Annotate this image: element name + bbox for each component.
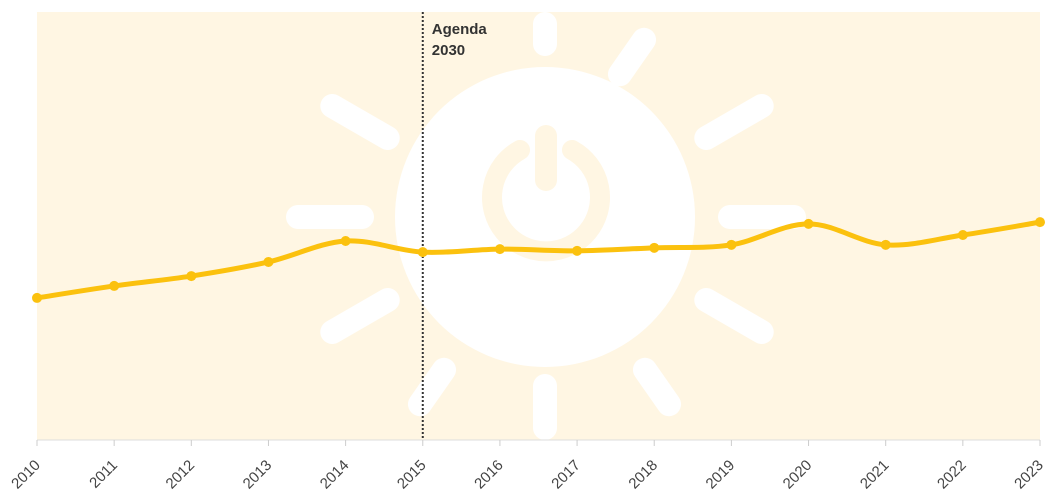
point — [649, 242, 660, 253]
point — [340, 235, 351, 246]
x-tick-label: 2021 — [857, 457, 893, 493]
line — [36, 219, 1041, 301]
point — [803, 218, 814, 229]
annotation-text: 2030 — [432, 42, 465, 59]
point — [957, 229, 968, 240]
point — [880, 239, 891, 250]
x-tick-label: 2019 — [703, 457, 739, 493]
x-tick-label: 2023 — [1011, 457, 1047, 493]
point — [494, 244, 505, 255]
x-tick-label: 2015 — [394, 457, 430, 493]
point — [417, 247, 428, 258]
point — [1035, 217, 1045, 228]
x-tick-label: 2016 — [471, 457, 507, 493]
point — [32, 292, 42, 303]
sun-icon — [286, 12, 806, 440]
x-tick-label: 2022 — [934, 457, 970, 493]
point — [186, 271, 197, 282]
point — [726, 239, 737, 250]
point — [572, 245, 583, 256]
annotation-text: Agenda — [432, 21, 488, 38]
point — [109, 280, 120, 291]
x-tick-label: 2018 — [625, 457, 661, 493]
x-tick-label: 2013 — [240, 457, 276, 493]
x-tick-label: 2020 — [780, 457, 816, 493]
x-tick-label: 2017 — [548, 457, 584, 493]
x-tick-label: 2012 — [163, 457, 199, 493]
x-tick-label: 2011 — [86, 457, 121, 492]
point — [263, 256, 274, 267]
x-tick-label: 2014 — [317, 457, 353, 493]
x-tick-label: 2010 — [8, 457, 44, 493]
